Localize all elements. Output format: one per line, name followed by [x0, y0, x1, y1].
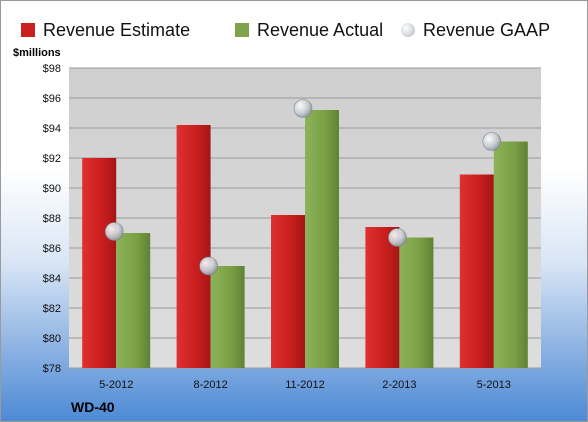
ticker-label: WD-40 — [71, 399, 115, 415]
bar-revenue-estimate — [176, 125, 211, 368]
marker-revenue-gaap — [104, 222, 124, 241]
y-tick-label: $88 — [43, 213, 61, 225]
x-tick-label: 2-2013 — [382, 379, 416, 391]
x-tick-label: 5-2013 — [477, 379, 511, 391]
bar-revenue-estimate — [271, 215, 305, 368]
x-tick-label: 8-2012 — [193, 379, 227, 391]
y-tick-label: $94 — [43, 123, 61, 135]
y-tick-label: $96 — [43, 93, 61, 105]
y-tick-label: $80 — [43, 333, 61, 345]
bar-revenue-actual — [399, 237, 434, 368]
bar-revenue-actual — [305, 110, 339, 368]
legend-label-revenue-estimate: Revenue Estimate — [43, 19, 191, 40]
legend-label-revenue-gaap: Revenue GAAP — [423, 19, 551, 40]
marker-revenue-gaap — [199, 256, 218, 276]
legend-label-revenue-actual: Revenue Actual — [257, 19, 384, 40]
bar-revenue-estimate — [365, 227, 400, 368]
legend-item-revenue-estimate: Revenue Estimate — [21, 17, 190, 43]
y-tick-label: $92 — [43, 153, 61, 165]
y-tick-label: $90 — [43, 183, 61, 195]
marker-revenue-gaap — [293, 99, 313, 118]
bar-revenue-estimate — [459, 174, 494, 368]
bar-revenue-actual — [210, 266, 245, 368]
legend-marker-revenue-gaap — [401, 23, 415, 37]
legend-item-revenue-gaap: Revenue GAAP — [401, 17, 550, 43]
x-tick-label: 5-2012 — [99, 379, 133, 391]
y-axis-label: $millions — [13, 47, 61, 59]
marker-revenue-gaap — [482, 132, 502, 151]
y-tick-label: $86 — [43, 243, 61, 255]
bar-revenue-actual — [116, 233, 151, 368]
legend-swatch-revenue-estimate — [21, 23, 35, 37]
bar-revenue-actual — [493, 141, 528, 368]
y-tick-label: $98 — [43, 63, 61, 75]
x-tick-label: 11-2012 — [285, 379, 325, 391]
legend-swatch-revenue-actual — [235, 23, 249, 37]
legend-item-revenue-actual: Revenue Actual — [235, 17, 383, 43]
marker-revenue-gaap — [388, 228, 407, 247]
y-tick-label: $84 — [43, 273, 61, 285]
bar-revenue-estimate — [82, 158, 117, 368]
y-tick-label: $78 — [43, 363, 61, 375]
y-tick-label: $82 — [43, 303, 61, 315]
